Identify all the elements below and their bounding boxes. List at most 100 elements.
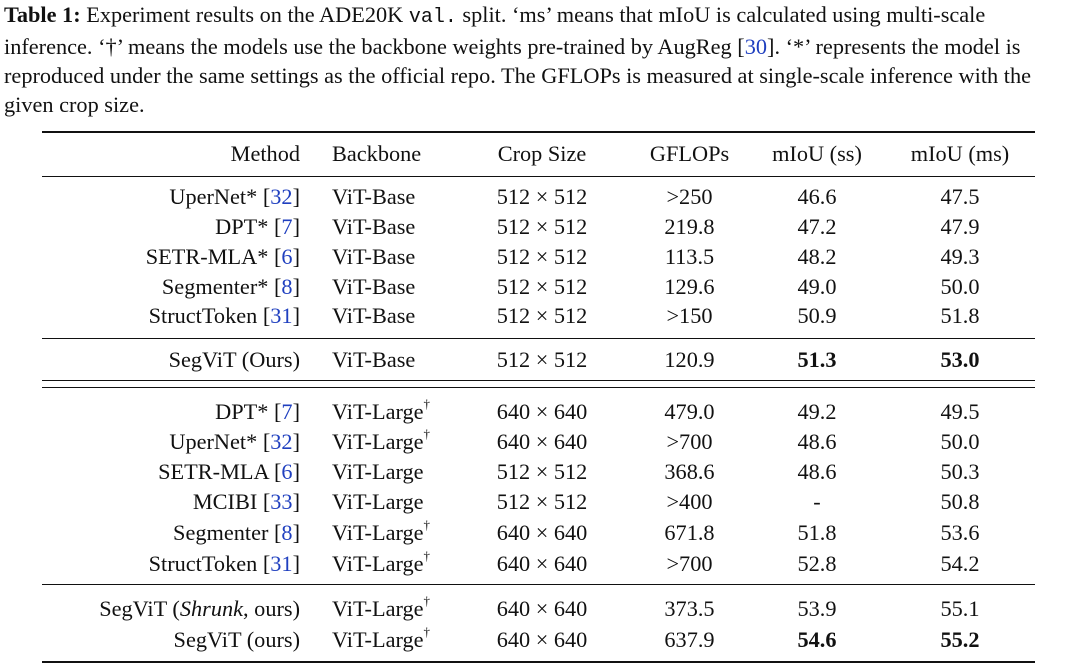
group2-ours-rule — [42, 584, 1035, 585]
miou-ms-cell: 53.0 — [940, 347, 980, 372]
gflops-cell: 120.9 — [664, 347, 715, 372]
ref-link[interactable]: 32 — [270, 184, 293, 209]
backbone-cell: ViT-Base — [332, 345, 415, 374]
ref-link[interactable]: 31 — [270, 551, 293, 576]
crop-cell: 640 × 640 — [496, 596, 588, 621]
ref-link[interactable]: 31 — [270, 303, 293, 328]
table-row: SETR-MLA [6] ViT-Large 512 × 512 368.6 4… — [42, 457, 1035, 486]
miou-ss-cell: 51.8 — [797, 520, 837, 545]
crop-cell: 512 × 512 — [496, 303, 588, 328]
method-cell: SegViT (Shrunk, ours) — [99, 594, 300, 623]
crop-cell: 512 × 512 — [496, 214, 588, 239]
gflops-cell: 113.5 — [664, 244, 715, 269]
ref-link[interactable]: 7 — [281, 214, 293, 239]
ref-link[interactable]: 8 — [281, 520, 293, 545]
gflops-cell: 368.6 — [664, 459, 715, 484]
miou-ss-cell: 48.6 — [797, 429, 837, 454]
gflops-cell: >700 — [666, 551, 713, 576]
table-row: DPT* [7] ViT-Large† 640 × 640 479.0 49.2… — [42, 397, 1035, 426]
gflops-cell: 129.6 — [664, 274, 715, 299]
double-rule-top — [42, 380, 1035, 381]
backbone-cell: ViT-Base — [332, 301, 415, 330]
dagger-mark: † — [423, 623, 431, 639]
caption-text-2: split. ‘ms’ means that mIoU is calculate… — [4, 2, 986, 59]
crop-cell: 640 × 640 — [496, 627, 588, 652]
backbone-name: ViT-Base — [332, 347, 416, 372]
crop-cell: 640 × 640 — [496, 551, 588, 576]
backbone-cell: ViT-Large† — [332, 549, 430, 578]
miou-ss-cell: 46.6 — [797, 184, 837, 209]
miou-ss-cell: 48.2 — [797, 244, 837, 269]
ref-link-augreg[interactable]: 30 — [744, 34, 768, 59]
backbone-name: ViT-Large — [332, 399, 424, 424]
table-row-ours-base: SegViT (Ours) ViT-Base 512 × 512 120.9 5… — [42, 345, 1035, 374]
miou-ms-cell: 54.2 — [940, 551, 980, 576]
gflops-cell: 637.9 — [664, 627, 715, 652]
crop-cell: 512 × 512 — [496, 459, 588, 484]
table-row-ours-large: SegViT (ours) ViT-Large† 640 × 640 637.9… — [42, 625, 1035, 654]
method-cell: Segmenter [8] — [173, 520, 300, 545]
backbone-name: ViT-Large — [332, 596, 424, 621]
backbone-cell: ViT-Base — [332, 182, 415, 211]
method-name: SETR-MLA — [158, 459, 269, 484]
crop-cell: 640 × 640 — [496, 399, 588, 424]
miou-ms-cell: 50.0 — [940, 274, 980, 299]
method-name: DPT* — [215, 214, 269, 239]
dagger-mark: † — [423, 547, 431, 563]
ref-link[interactable]: 7 — [281, 399, 293, 424]
miou-ms-cell: 47.5 — [940, 184, 980, 209]
miou-ms-cell: 50.3 — [940, 459, 980, 484]
method-cell: DPT* [7] — [215, 399, 300, 424]
miou-ms-cell: 50.0 — [940, 429, 980, 454]
method-cell: UperNet* [32] — [169, 184, 300, 209]
miou-ss-cell: - — [813, 489, 821, 514]
header-miou-ss: mIoU (ss) — [772, 141, 862, 166]
caption-text-3: ]. ‘*’ represents the model is reproduce… — [4, 34, 1031, 117]
backbone-cell: ViT-Base — [332, 272, 415, 301]
backbone-cell: ViT-Large† — [332, 427, 430, 456]
ref-link[interactable]: 8 — [281, 274, 293, 299]
ref-link[interactable]: 33 — [270, 489, 293, 514]
table-row-ours-shrunk: SegViT (Shrunk, ours) ViT-Large† 640 × 6… — [42, 594, 1035, 623]
method-cell: StructToken [31] — [148, 551, 300, 576]
miou-ms-cell: 50.8 — [940, 489, 980, 514]
method-name-italic: Shrunk — [179, 596, 244, 621]
crop-cell: 512 × 512 — [496, 274, 588, 299]
caption-text-1: Experiment results on the ADE20K — [80, 2, 409, 27]
crop-cell: 512 × 512 — [496, 244, 588, 269]
backbone-cell: ViT-Large† — [332, 625, 430, 654]
method-name: SegViT (ours) — [173, 627, 300, 652]
gflops-cell: 479.0 — [664, 399, 715, 424]
ref-link[interactable]: 6 — [281, 244, 293, 269]
backbone-name: ViT-Base — [332, 303, 416, 328]
backbone-cell: ViT-Large† — [332, 397, 430, 426]
ref-link[interactable]: 32 — [270, 429, 293, 454]
backbone-name: ViT-Base — [332, 214, 416, 239]
backbone-cell: ViT-Large — [332, 487, 424, 516]
crop-cell: 512 × 512 — [496, 347, 588, 372]
method-name: SegViT (Ours) — [168, 347, 300, 372]
miou-ms-cell: 51.8 — [940, 303, 980, 328]
crop-cell: 512 × 512 — [496, 489, 588, 514]
miou-ss-cell: 53.9 — [797, 596, 837, 621]
miou-ss-cell: 54.6 — [797, 627, 837, 652]
crop-cell: 640 × 640 — [496, 520, 588, 545]
miou-ms-cell: 55.1 — [940, 596, 980, 621]
backbone-name: ViT-Base — [332, 274, 416, 299]
top-rule — [42, 131, 1035, 133]
table-label: Table 1: — [4, 2, 81, 27]
method-cell: StructToken [31] — [148, 303, 300, 328]
miou-ss-cell: 47.2 — [797, 214, 837, 239]
header-gflops: GFLOPs — [649, 141, 730, 166]
table-row: MCIBI [33] ViT-Large 512 × 512 >400 - 50… — [42, 487, 1035, 516]
method-name: StructToken — [148, 551, 258, 576]
ref-link[interactable]: 6 — [281, 459, 293, 484]
dagger-mark: † — [423, 425, 431, 441]
gflops-cell: >700 — [666, 429, 713, 454]
backbone-name: ViT-Large — [332, 489, 424, 514]
table-row: DPT* [7] ViT-Base 512 × 512 219.8 47.2 4… — [42, 212, 1035, 241]
miou-ss-cell: 49.2 — [797, 399, 837, 424]
method-name-suffix: , ours) — [243, 596, 300, 621]
backbone-name: ViT-Large — [332, 551, 424, 576]
miou-ss-cell: 50.9 — [797, 303, 837, 328]
